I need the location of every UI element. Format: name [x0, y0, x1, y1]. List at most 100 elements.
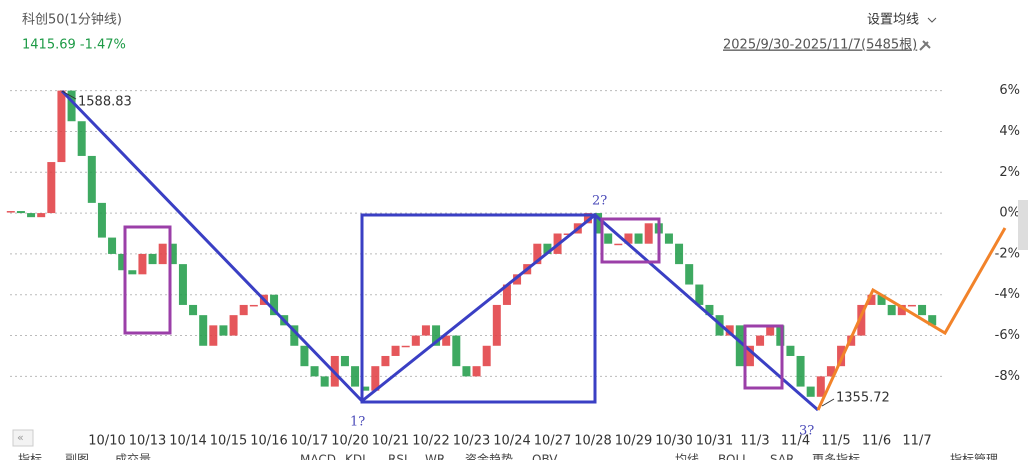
candle [452, 335, 461, 367]
candle [695, 284, 704, 305]
candle [634, 233, 643, 244]
candle [300, 345, 309, 367]
candle [857, 304, 866, 336]
toolbar-item[interactable]: BOLL [718, 453, 749, 460]
candle [97, 202, 106, 238]
purple-box [600, 217, 661, 264]
candle [401, 345, 410, 348]
x-tick-label: 10/13 [129, 434, 166, 449]
plot: 6% 4% 2% 0% -2% -4% -6% -8% 10/10 10/13 10/14 10/15… [6, 83, 1020, 449]
candle [745, 345, 754, 367]
candle [756, 335, 765, 346]
candle [381, 355, 390, 367]
toolbar-item[interactable]: 成交量 [115, 452, 151, 460]
candle [391, 345, 400, 356]
candle [421, 325, 430, 336]
date-range[interactable]: 2025/9/30-2025/11/7(5485根) [723, 38, 917, 53]
toolbar-item[interactable]: 更多指标 [812, 452, 860, 460]
candle [310, 366, 319, 377]
candle [675, 243, 684, 265]
candle [604, 233, 613, 244]
toolbar-item[interactable]: KDJ [345, 453, 366, 460]
candle [816, 376, 825, 397]
candle [472, 366, 481, 377]
scroll-left[interactable] [12, 429, 34, 447]
candle [229, 315, 238, 336]
candle [320, 376, 329, 387]
candle [685, 264, 694, 285]
candle [340, 355, 349, 367]
dropdown-icon [927, 17, 937, 23]
candle [6, 211, 15, 213]
toolbar-item[interactable]: SAR [770, 453, 794, 460]
x-tick-label: 10/28 [574, 434, 611, 449]
candle [432, 325, 441, 346]
candle [239, 304, 248, 316]
candle [887, 304, 896, 316]
purple-box [123, 225, 172, 335]
candle [594, 213, 603, 234]
x-tick-label: 10/30 [655, 434, 692, 449]
quote: 1415.69 -1.47% [22, 38, 126, 53]
candle [199, 315, 208, 346]
candle [57, 90, 66, 163]
toolbar-item[interactable]: 均线 [675, 453, 699, 460]
candle [462, 366, 471, 377]
wave-label: 1? [350, 415, 365, 430]
candle [928, 315, 937, 326]
candle [877, 294, 886, 305]
y-tick-label: 6% [999, 83, 1020, 98]
x-tick-label: 10/22 [412, 434, 449, 449]
x-tick-label: 10/21 [372, 434, 409, 449]
candle [148, 253, 157, 265]
candle [47, 162, 56, 214]
candle [837, 345, 846, 367]
x-tick-label: 11/4 [781, 434, 810, 449]
x-tick-label: 10/31 [696, 434, 733, 449]
toolbar-item[interactable]: 指标 [18, 452, 42, 460]
candle [826, 366, 835, 377]
toolbar-item[interactable]: WR [425, 453, 445, 460]
x-tick-label: 11/5 [821, 434, 850, 449]
toolbar-item[interactable]: 资金趋势 [465, 452, 513, 460]
candle [776, 325, 785, 346]
candle [128, 270, 137, 275]
toolbar: 指标 副图 成交量 MACD KDJ RSI WR 资金趋势 OBV 均线 BOLL SAR 更多指标 指… [18, 452, 998, 460]
candle [67, 90, 76, 122]
candle [108, 237, 117, 254]
candle [583, 213, 592, 224]
candle [371, 366, 380, 391]
scrollbar[interactable] [1018, 200, 1028, 250]
candle [664, 233, 673, 244]
candle [563, 233, 572, 235]
toolbar-item[interactable]: RSI [388, 453, 408, 460]
x-tick-label: 10/24 [493, 434, 530, 449]
high-label: 1588.83 [78, 95, 132, 110]
toolbar-item[interactable]: OBV [532, 453, 558, 460]
candle [786, 345, 795, 356]
candle [482, 345, 491, 367]
purple-box [743, 324, 784, 390]
toolbar-item[interactable]: 指标管理 [950, 452, 998, 460]
y-tick-label: 4% [999, 124, 1020, 139]
candle [806, 386, 815, 397]
x-tick-label: 11/6 [862, 434, 891, 449]
candle [513, 274, 522, 285]
projection-line [816, 227, 1007, 411]
x-tick-label: 10/27 [534, 434, 571, 449]
candle [502, 284, 511, 305]
ma-setting[interactable]: 设置均线 [867, 13, 919, 28]
toolbar-item[interactable]: MACD [300, 453, 336, 460]
candle [644, 223, 653, 244]
scroll-left-icon: « [17, 431, 24, 444]
x-tick-label: 10/23 [453, 434, 490, 449]
candle [351, 366, 360, 387]
candle [209, 325, 218, 346]
candle [543, 243, 552, 254]
candle [138, 253, 147, 275]
candle [725, 325, 734, 336]
toolbar-item[interactable]: 副图 [65, 453, 89, 460]
annotations: 1588.83 1355.72 1? 2? 3? [60, 89, 1007, 439]
candle [533, 243, 542, 265]
